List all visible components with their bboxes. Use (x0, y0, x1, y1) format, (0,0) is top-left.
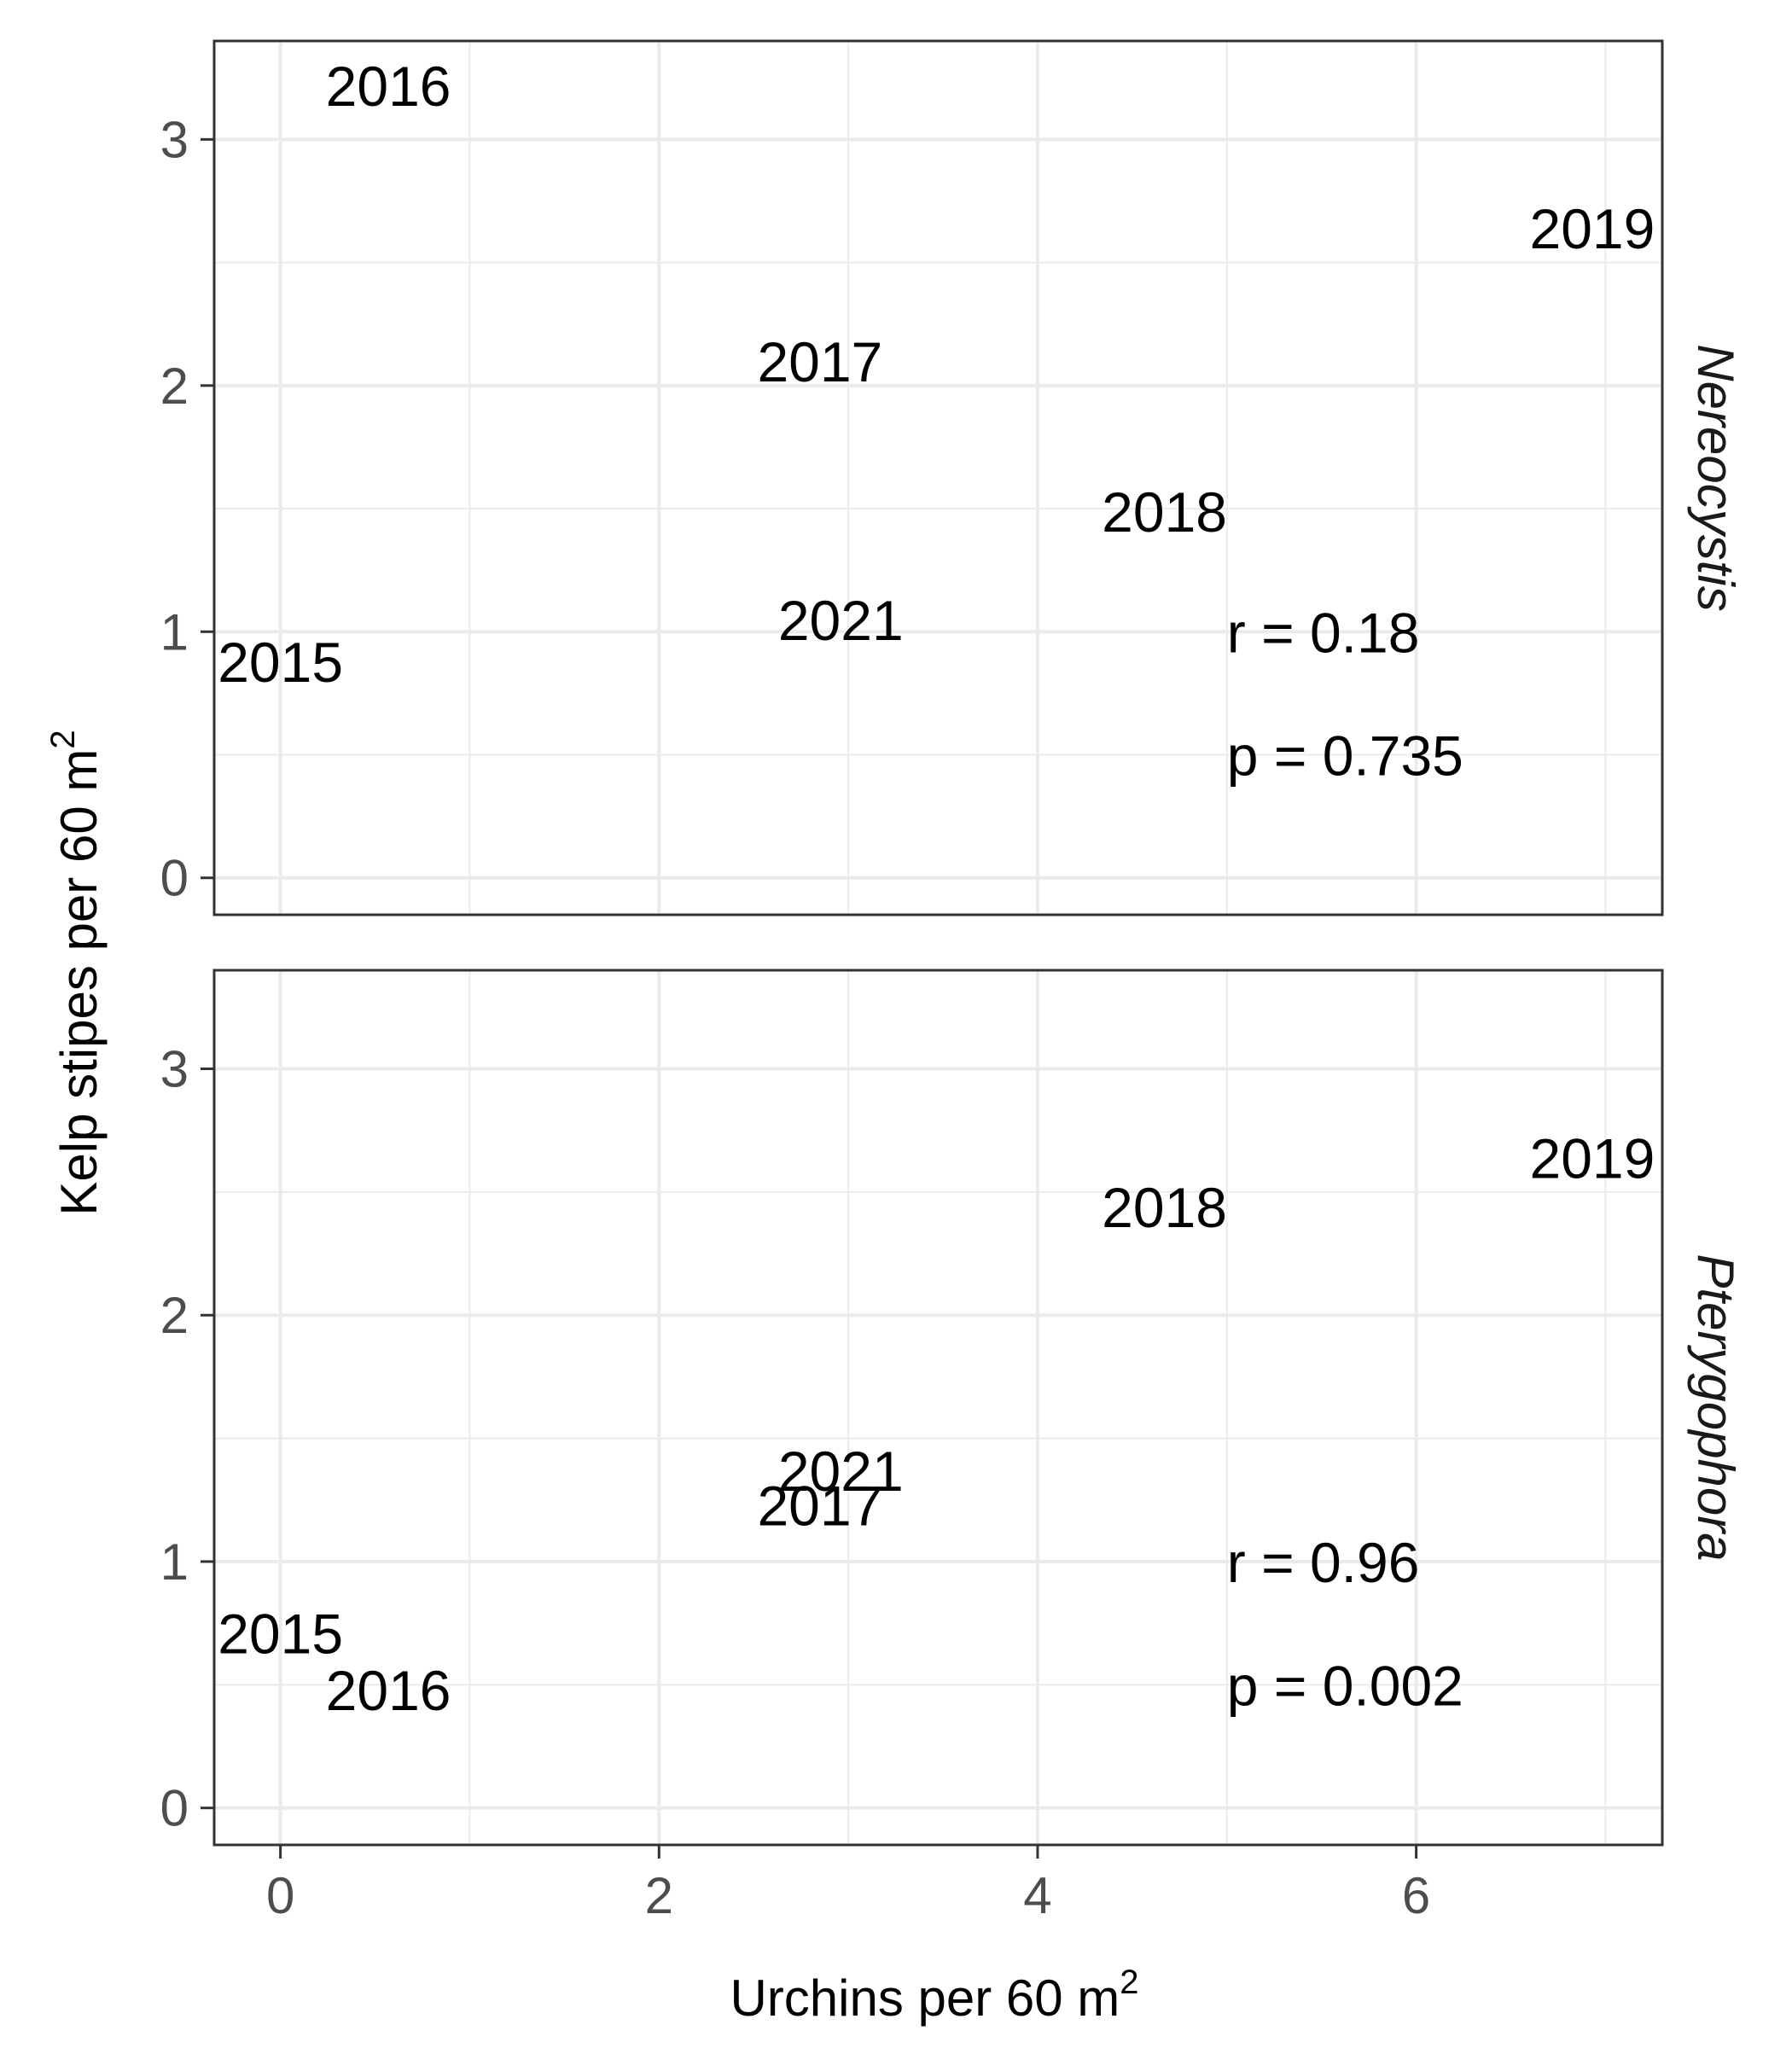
y-tick-label: 1 (160, 1533, 189, 1591)
point-label-2015: 2015 (218, 1603, 343, 1666)
correlation-stats: r = 0.18 p = 0.735 (1227, 601, 1463, 787)
facet-label-nereocystis: Nereocystis (1687, 344, 1744, 611)
gridlines (214, 970, 1662, 1845)
point-label-2019: 2019 (1530, 1126, 1655, 1190)
y-tick-label: 3 (160, 1040, 189, 1097)
point-label-2021: 2021 (778, 589, 904, 652)
point-label-2018: 2018 (1102, 480, 1227, 544)
panel-border (212, 969, 1664, 1847)
x-tick-label: 6 (1402, 1867, 1430, 1924)
p-value: p = 0.735 (1227, 724, 1463, 788)
x-axis-title-superscript: 2 (1120, 1964, 1138, 2001)
y-tick-label: 0 (160, 850, 189, 907)
r-value: r = 0.18 (1227, 601, 1420, 664)
x-axis-title: Urchins per 60 m2 (730, 1964, 1138, 2027)
point-label-2018: 2018 (1102, 1176, 1227, 1239)
point-label-2021: 2021 (778, 1440, 904, 1503)
panel-border (212, 39, 1664, 916)
correlation-stats: r = 0.96 p = 0.002 (1227, 1531, 1463, 1717)
y-axis: 0 1 2 3 (160, 1040, 214, 1837)
point-label-2015: 2015 (218, 631, 343, 694)
y-axis: 0 1 2 3 (160, 111, 214, 907)
x-tick-label: 0 (266, 1867, 294, 1924)
x-tick-label: 2 (645, 1867, 673, 1924)
point-label-2016: 2016 (326, 55, 451, 118)
y-tick-label: 0 (160, 1780, 189, 1837)
y-axis-title-superscript: 2 (44, 730, 82, 748)
point-label-2019: 2019 (1530, 197, 1655, 260)
y-axis-title: Kelp stipes per 60 m2 (44, 730, 108, 1215)
y-tick-label: 3 (160, 111, 189, 168)
point-labels: 2015 2016 2017 2018 2019 2021 (218, 55, 1655, 694)
panel-nereocystis: 0 1 2 3 2015 2016 2017 2018 2019 2021 r = 0.18 p = … (160, 39, 1744, 916)
x-tick-label: 4 (1023, 1867, 1051, 1924)
panel-background (214, 970, 1662, 1845)
y-tick-label: 1 (160, 603, 189, 660)
y-tick-label: 2 (160, 1287, 189, 1344)
svg-text:Kelp stipes per 60 m2: Kelp stipes per 60 m2 (44, 730, 108, 1215)
y-tick-label: 2 (160, 358, 189, 415)
x-axis-title-text: Urchins per 60 m (730, 1969, 1120, 2027)
y-axis-title-text: Kelp stipes per 60 m (50, 749, 108, 1216)
facet-label-pterygophora: Pterygophora (1687, 1254, 1744, 1561)
point-label-2017: 2017 (757, 1475, 882, 1538)
point-label-2016: 2016 (326, 1659, 451, 1722)
point-label-2017: 2017 (757, 330, 882, 393)
p-value: p = 0.002 (1227, 1654, 1463, 1717)
panel-background (214, 41, 1662, 915)
gridlines (214, 41, 1662, 915)
r-value: r = 0.96 (1227, 1531, 1420, 1594)
x-axis: 0 2 4 6 (266, 1845, 1430, 1924)
svg-text:Urchins per 60 m2: Urchins per 60 m2 (730, 1964, 1138, 2027)
